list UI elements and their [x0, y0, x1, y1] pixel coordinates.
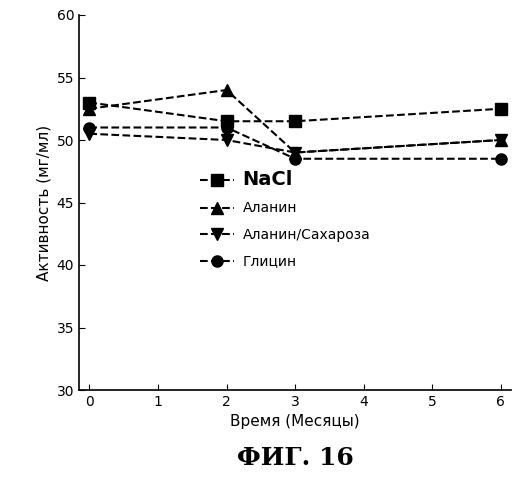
Y-axis label: Активность (мг/мл): Активность (мг/мл): [36, 124, 51, 280]
X-axis label: Время (Месяцы): Время (Месяцы): [230, 414, 360, 430]
Text: ФИГ. 16: ФИГ. 16: [237, 446, 354, 470]
Legend: NaCl, Аланин, Аланин/Сахароза, Глицин: NaCl, Аланин, Аланин/Сахароза, Глицин: [194, 164, 376, 274]
